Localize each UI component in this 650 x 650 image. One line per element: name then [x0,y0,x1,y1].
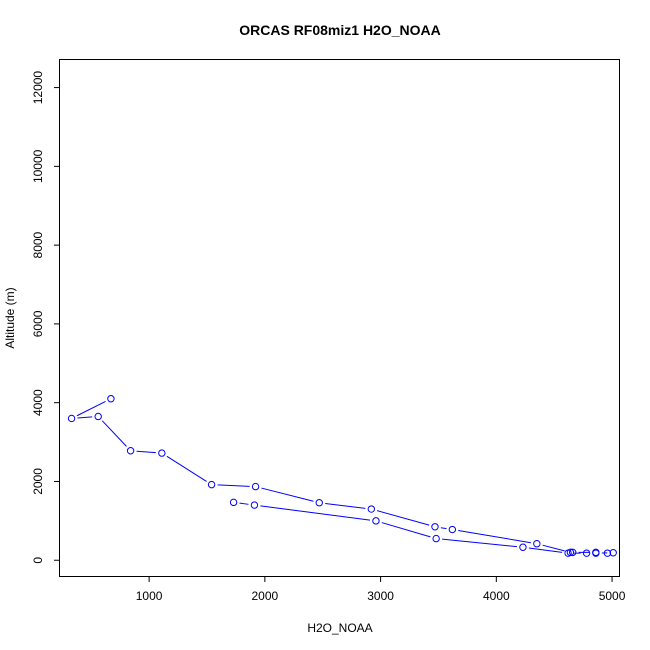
data-point [367,505,376,513]
y-tick-label: 6000 [31,310,45,337]
series-segment [458,530,531,544]
series-segment [381,522,431,538]
series-segment [442,538,518,548]
series-segment [101,420,127,447]
data-point [94,412,102,421]
series-segment [260,505,371,521]
series-segment [166,455,207,482]
y-tick-label: 10000 [31,149,45,183]
series-segment [136,450,156,454]
data-point [67,414,76,423]
data-point [519,543,527,551]
series-segment [325,502,366,509]
series-segment [76,400,106,417]
data-point [251,482,260,491]
data-point [592,549,600,557]
data-point [229,498,238,507]
data-point [126,447,135,455]
data-point [609,549,617,557]
data-point [207,480,216,489]
data-point [107,395,115,403]
data-point [372,517,380,525]
data-point [533,540,541,548]
series-segment [528,547,563,553]
data-point [432,534,440,543]
series-segment [77,416,93,419]
plot-frame [59,59,620,577]
data-point [603,549,612,557]
series-segment [239,502,249,505]
series-layer [67,395,617,557]
y-tick-label: 2000 [31,468,45,495]
y-axis-label: Altitude (m) [3,287,17,348]
data-point [431,523,439,531]
data-point [569,548,577,557]
data-point [158,449,166,457]
data-point [315,499,323,507]
series-segment [376,510,430,526]
x-tick-label: 1000 [136,589,163,603]
data-point [250,501,259,509]
y-tick-label: 8000 [31,231,45,258]
series-segment [217,484,250,487]
x-tick-label: 5000 [599,589,626,603]
x-tick-label: 3000 [367,589,394,603]
x-tick-label: 4000 [483,589,510,603]
data-point [582,549,591,557]
x-tick-label: 2000 [251,589,278,603]
series-segment [440,527,447,530]
series-segment [261,487,314,502]
x-axis: 1000 2000 3000 4000 5000 [136,576,626,603]
data-point [448,525,457,534]
data-point [564,549,572,557]
y-tick-label: 4000 [31,389,45,416]
series-segment [542,544,565,552]
chart-title: ORCAS RF08miz1 H2O_NOAA [239,22,441,38]
x-axis-label: H2O_NOAA [307,621,372,635]
y-tick-label: 0 [31,557,45,564]
y-axis: 0 2000 4000 6000 8000 10000 12000 [31,71,60,564]
y-tick-label: 12000 [31,71,45,105]
